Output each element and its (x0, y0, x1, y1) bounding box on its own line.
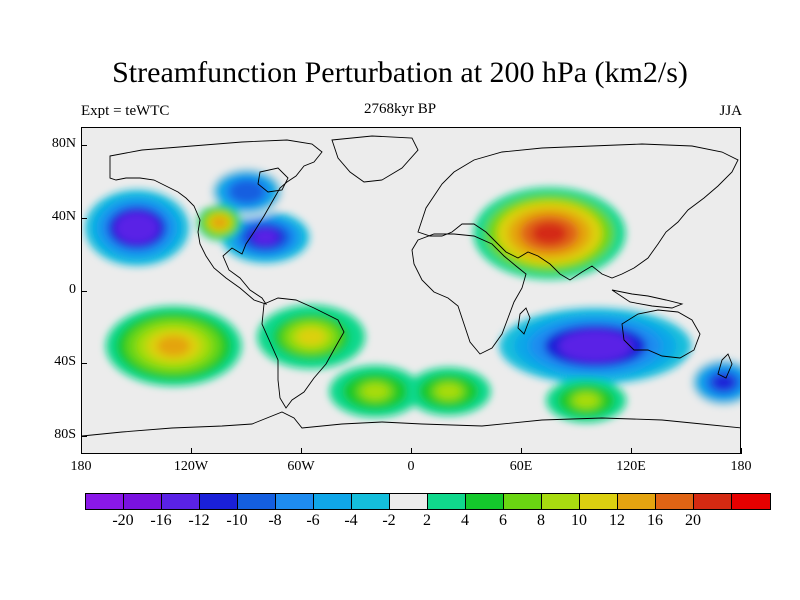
colorbar (85, 493, 771, 510)
colorbar-box (124, 494, 162, 509)
lat-label: 40N (51, 208, 76, 224)
lon-label: 180 (70, 459, 92, 474)
contour-canada-low-5 (235, 183, 259, 200)
colorbar-box (162, 494, 200, 509)
coastline-africa (411, 233, 527, 355)
lon-tick (191, 448, 192, 454)
lat-label: 40S (54, 354, 76, 370)
colorbar-label: -12 (188, 512, 210, 529)
coastline-madagascar (517, 307, 531, 335)
lon-tick (521, 448, 522, 454)
colorbar-box (200, 494, 238, 509)
contour-south-america-high-5 (297, 328, 326, 346)
lat-label: 80N (51, 136, 76, 152)
lat-tick (81, 435, 87, 437)
lon-tick (301, 448, 302, 454)
lat-tick (81, 217, 87, 219)
lon-tick (741, 448, 742, 454)
colorbar-label: -20 (112, 512, 134, 529)
coastline-south-america (261, 297, 345, 409)
lon-label: 120W (173, 459, 209, 474)
colorbar-box (732, 494, 770, 509)
lon-label: 60W (287, 459, 315, 474)
lat-label: 0 (69, 281, 76, 297)
colorbar-box (580, 494, 618, 509)
contour-western-north-america-high-5 (210, 216, 229, 229)
colorbar-box (390, 494, 428, 509)
coastline-north-america (109, 139, 323, 305)
field-layer (85, 165, 740, 423)
map-plot (81, 127, 741, 454)
colorbar-label: -8 (268, 512, 282, 529)
coastline-antarctica (82, 411, 740, 437)
lon-tick (81, 448, 82, 454)
colorbar-box (238, 494, 276, 509)
colorbar-box (542, 494, 580, 509)
lat-tick (81, 290, 87, 292)
contour-eastern-north-america-low-5 (253, 229, 278, 245)
colorbar-box (656, 494, 694, 509)
coastline-australia (621, 309, 701, 359)
contour-asian-high-5 (531, 222, 568, 245)
colorbar-box (694, 494, 732, 509)
colorbar-label: 20 (685, 512, 701, 529)
colorbar-label: 12 (609, 512, 625, 529)
contour-southwest-pacific-low-5 (712, 374, 735, 390)
colorbar-box (466, 494, 504, 509)
contour-indian-ocean-australia-low-5 (574, 336, 617, 356)
lat-tick (81, 363, 87, 365)
season-label: JJA (719, 103, 742, 119)
colorbar-label: 2 (423, 512, 431, 529)
colorbar-label: 8 (537, 512, 545, 529)
lon-label: 60E (509, 459, 533, 474)
map-canvas (82, 128, 740, 453)
contour-south-pacific-high-5 (157, 336, 190, 356)
colorbar-label: 4 (461, 512, 469, 529)
colorbar-box (314, 494, 352, 509)
lon-label: 0 (407, 459, 415, 474)
colorbar-label: -16 (150, 512, 172, 529)
colorbar-box (428, 494, 466, 509)
colorbar-box (504, 494, 542, 509)
colorbar-label: -4 (344, 512, 358, 529)
coastline-layer (82, 135, 740, 437)
plot-title: Streamfunction Perturbation at 200 hPa (… (112, 56, 688, 89)
colorbar-label: -10 (226, 512, 248, 529)
colorbar-box (618, 494, 656, 509)
contour-southern-africa-high-5 (436, 384, 461, 399)
lat-tick (81, 145, 87, 147)
time-label: 2768kyr BP (363, 101, 437, 117)
contour-southern-indian-ocean-high-5 (574, 393, 598, 408)
colorbar-label: 10 (571, 512, 587, 529)
coastline-hudson-bay (257, 167, 289, 193)
coastline-eurasia (417, 143, 739, 281)
lon-tick (411, 448, 412, 454)
colorbar-box (276, 494, 314, 509)
colorbar-label: 6 (499, 512, 507, 529)
coastline-greenland (331, 135, 419, 183)
coastline-indonesia (611, 289, 684, 309)
experiment-label: Expt = teWTC (81, 103, 170, 119)
lon-tick (631, 448, 632, 454)
colorbar-label: 16 (647, 512, 663, 529)
lat-label: 80S (54, 426, 76, 442)
colorbar-box (352, 494, 390, 509)
contour-south-atlantic-high-5 (362, 383, 389, 400)
coastline-new-zealand (717, 353, 733, 379)
colorbar-box (86, 494, 124, 509)
colorbar-label: -6 (306, 512, 320, 529)
lon-label: 120E (616, 459, 646, 474)
lon-label: 180 (730, 459, 752, 474)
contour-north-pacific-low-5 (123, 218, 151, 238)
colorbar-label: -2 (382, 512, 396, 529)
